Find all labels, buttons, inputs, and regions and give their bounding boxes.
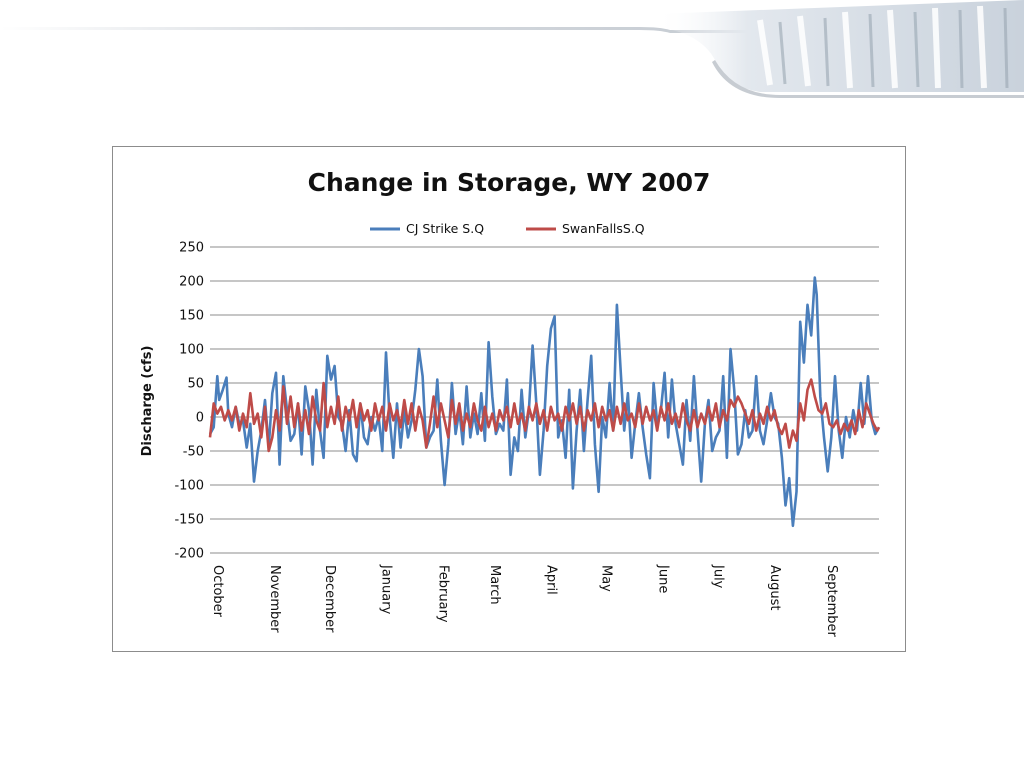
y-tick-label: 50 [187, 377, 204, 392]
legend-label-swan-falls: SwanFallsS.Q [562, 221, 645, 236]
legend: CJ Strike S.Q SwanFallsS.Q [370, 221, 645, 236]
chart-title: Change in Storage, WY 2007 [308, 168, 711, 197]
y-tick-label: -150 [174, 513, 204, 528]
x-tick-label-september: September [824, 565, 839, 638]
x-tick-label-may: May [599, 565, 614, 592]
y-axis-tick-labels: 250 200 150 100 50 0 -50 -100 -150 -200 [174, 241, 204, 562]
waterfall-banner-image [0, 0, 1024, 98]
x-tick-label-august: August [767, 565, 782, 611]
chart-svg: Change in Storage, WY 2007 CJ Strike S.Q… [140, 168, 881, 638]
y-tick-label: 250 [179, 241, 204, 256]
y-axis-title: Discharge (cfs) [140, 346, 155, 457]
x-tick-label-february: February [435, 565, 450, 623]
legend-label-cj-strike: CJ Strike S.Q [406, 221, 484, 236]
x-tick-label-march: March [487, 565, 502, 605]
y-tick-label: -100 [174, 479, 204, 494]
y-tick-label: 150 [179, 309, 204, 324]
x-tick-label-october: October [210, 565, 225, 618]
gridlines [210, 246, 879, 554]
x-tick-label-december: December [322, 565, 337, 633]
chart-area: Change in Storage, WY 2007 CJ Strike S.Q… [112, 146, 906, 652]
x-tick-label-june: June [655, 564, 670, 593]
x-axis-tick-labels: October November December January February Ma… [210, 564, 839, 638]
y-tick-label: 0 [196, 411, 204, 426]
series-line-swan-falls [208, 378, 881, 453]
y-tick-label: 200 [179, 275, 204, 290]
y-tick-label: -50 [183, 445, 204, 460]
x-tick-label-july: July [710, 564, 725, 589]
x-tick-label-april: April [544, 565, 559, 595]
y-tick-label: 100 [179, 343, 204, 358]
x-tick-label-january: January [379, 564, 394, 615]
y-tick-label: -200 [174, 547, 204, 562]
x-tick-label-november: November [267, 565, 282, 633]
series-lines [208, 276, 881, 528]
